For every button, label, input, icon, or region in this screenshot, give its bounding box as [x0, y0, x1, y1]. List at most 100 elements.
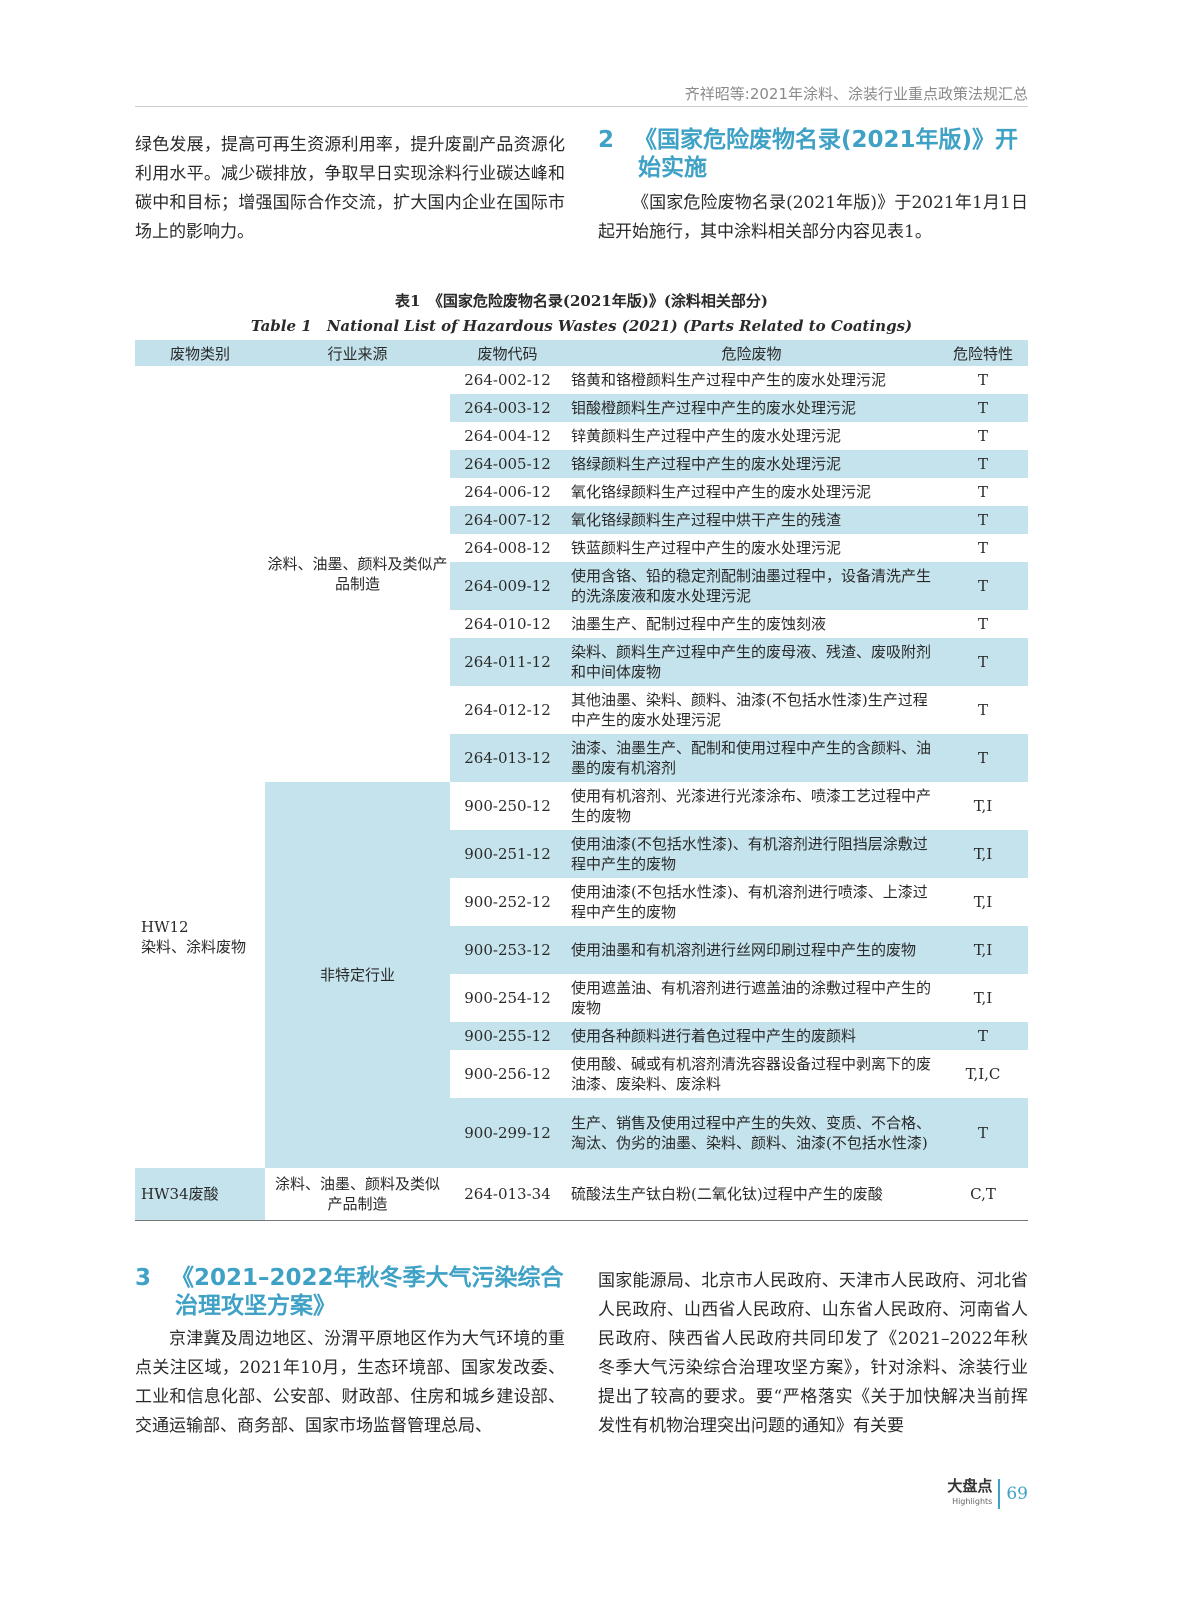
table-caption-en: Table 1 National List of Hazardous Waste… — [250, 317, 913, 335]
waste-description-cell: 其他油墨、染料、颜料、油漆(不包括水性漆)生产过程中产生的废水处理污泥 — [571, 691, 928, 729]
heading-line: 始实施 — [638, 155, 707, 181]
waste-code-cell: 900-252-12 — [464, 893, 551, 911]
column-header: 废物代码 — [450, 340, 565, 366]
table-row: 264-007-12 氧化铬绿颜料生产过程中烘干产生的残渣 T — [135, 506, 1028, 534]
hazard-characteristic-cell: T,I — [938, 926, 1028, 974]
table-caption-cn: 表1 《国家危险废物名录(2021年版)》(涂料相关部分) — [394, 292, 769, 310]
waste-description-cell: 生产、销售及使用过程中产生的失效、变质、不合格、淘汰、伪劣的油墨、染料、颜料、油… — [565, 1098, 938, 1168]
table-row: 264-013-12 油漆、油墨生产、配制和使用过程中产生的含颜料、油墨的废有机溶… — [135, 734, 1028, 782]
table-row: 264-010-12 油墨生产、配制过程中产生的废蚀刻液 T — [135, 610, 1028, 638]
table-row: 900-256-12 使用酸、碱或有机溶剂清洗容器设备过程中剥离下的废油漆、废染料… — [135, 1050, 1028, 1098]
page-footer: 大盘点 Highlights 69 — [947, 1478, 1028, 1510]
section-2-body: 《国家危险废物名录(2021年版)》于2021年1月1日起开始施行，其中涂料相关… — [598, 193, 1028, 242]
waste-description-cell: 氧化铬绿颜料生产过程中产生的废水处理污泥 — [571, 483, 872, 501]
waste-description-cell: 油漆、油墨生产、配制和使用过程中产生的含颜料、油墨的废有机溶剂 — [565, 734, 938, 782]
waste-code-cell: 264-005-12 — [450, 450, 565, 478]
running-title: 齐祥昭等:2021年涂料、涂装行业重点政策法规汇总 — [684, 85, 1028, 103]
table-row: 264-011-12 染料、颜料生产过程中产生的废母液、残渣、废吸附剂和中间体废物… — [135, 638, 1028, 686]
table-row: 900-254-12 使用遮盖油、有机溶剂进行遮盖油的涂敷过程中产生的废物 T,I — [135, 974, 1028, 1022]
hazard-characteristic-cell: T,I — [973, 989, 993, 1007]
table-row: 900-251-12 使用油漆(不包括水性漆)、有机溶剂进行阻挡层涂敷过程中产生的… — [135, 830, 1028, 878]
hazard-characteristic-cell: T,I — [973, 797, 993, 815]
brand-cn: 大盘点 — [947, 1477, 993, 1495]
footer-divider — [998, 1479, 1001, 1509]
table-row: 264-008-12 铁蓝颜料生产过程中产生的废水处理污泥 T — [135, 534, 1028, 562]
waste-code-cell: 264-010-12 — [464, 615, 551, 633]
hazard-characteristic-cell: T — [977, 701, 988, 719]
waste-description-cell: 铁蓝颜料生产过程中产生的废水处理污泥 — [571, 539, 842, 557]
hazard-characteristic-cell: T,I — [938, 830, 1028, 878]
waste-code-cell: 900-253-12 — [450, 926, 565, 974]
section-number: 3 — [135, 1265, 152, 1291]
header-rule — [135, 106, 1028, 107]
brand-en: Highlights — [952, 1497, 993, 1506]
industry-source-cell: 涂料、油墨、颜料及类似产品制造 — [274, 1174, 440, 1213]
hazard-characteristic-cell: T — [938, 394, 1028, 422]
table-row: 900-255-12 使用各种颜料进行着色过程中产生的废颜料 T — [135, 1022, 1028, 1050]
waste-code-cell: 264-006-12 — [464, 483, 551, 501]
waste-code-cell: 264-004-12 — [464, 427, 551, 445]
section-number: 2 — [598, 127, 615, 153]
hazard-characteristic-cell: T — [977, 483, 988, 501]
hazard-characteristic-cell: T — [977, 615, 988, 633]
section-2-heading: 2 《国家危险废物名录(2021年版)》开 始实施 — [598, 126, 1038, 182]
table-row: 900-299-12 生产、销售及使用过程中产生的失效、变质、不合格、淘汰、伪劣的… — [135, 1098, 1028, 1168]
column-header: 危险特性 — [938, 340, 1028, 366]
waste-code-cell: 264-009-12 — [450, 562, 565, 610]
heading-line: 《2021–2022年秋冬季大气污染综合 — [171, 1265, 564, 1291]
waste-code-cell: 900-251-12 — [450, 830, 565, 878]
waste-description-cell: 氧化铬绿颜料生产过程中烘干产生的残渣 — [565, 506, 938, 534]
waste-description-cell: 使用油墨和有机溶剂进行丝网印刷过程中产生的废物 — [565, 926, 938, 974]
hazard-characteristic-cell: T — [938, 506, 1028, 534]
table-row: 900-253-12 使用油墨和有机溶剂进行丝网印刷过程中产生的废物 T,I — [135, 926, 1028, 974]
waste-code-cell: 900-254-12 — [464, 989, 551, 1007]
waste-description-cell: 使用酸、碱或有机溶剂清洗容器设备过程中剥离下的废油漆、废染料、废涂料 — [571, 1055, 932, 1093]
waste-description-cell: 使用有机溶剂、光漆进行光漆涂布、喷漆工艺过程中产生的废物 — [571, 787, 932, 825]
hazard-characteristic-cell: T — [977, 371, 988, 389]
hazardous-waste-table: 废物类别 行业来源 废物代码 危险废物 危险特性 HW12 染料、涂料废物 涂料、油墨、颜… — [135, 340, 1028, 1221]
column-header: 危险废物 — [565, 340, 938, 366]
table-row: 264-003-12 钼酸橙颜料生产过程中产生的废水处理污泥 T — [135, 394, 1028, 422]
table-row: 264-009-12 使用含铬、铅的稳定剂配制油墨过程中，设备清洗产生的洗涤废液和… — [135, 562, 1028, 610]
left-top-paragraph: 绿色发展，提高可再生资源利用率，提升废副产品资源化利用水平。减少碳排放，争取早日… — [135, 135, 565, 242]
hazard-characteristic-cell: T — [938, 450, 1028, 478]
section-3-body-right: 国家能源局、北京市人民政府、天津市人民政府、河北省人民政府、山西省人民政府、山东… — [598, 1271, 1028, 1436]
waste-description-cell: 锌黄颜料生产过程中产生的废水处理污泥 — [571, 427, 842, 445]
heading-line: 治理攻坚方案》 — [175, 1293, 336, 1319]
waste-code-cell: 264-003-12 — [450, 394, 565, 422]
waste-code-cell: 264-007-12 — [450, 506, 565, 534]
industry-source-cell: 涂料、油墨、颜料及类似产品制造 — [267, 555, 448, 593]
waste-category-cell: HW12 染料、涂料废物 — [141, 918, 247, 956]
waste-description-cell: 使用含铬、铅的稳定剂配制油墨过程中，设备清洗产生的洗涤废液和废水处理污泥 — [565, 562, 938, 610]
hazard-characteristic-cell: T — [977, 539, 988, 557]
waste-code-cell: 264-012-12 — [464, 701, 551, 719]
waste-description-cell: 染料、颜料生产过程中产生的废母液、残渣、废吸附剂和中间体废物 — [565, 638, 938, 686]
waste-description-cell: 硫酸法生产钛白粉(二氧化钛)过程中产生的废酸 — [571, 1184, 883, 1203]
hazard-characteristic-cell: T,I — [973, 893, 993, 911]
table-row: 264-004-12 锌黄颜料生产过程中产生的废水处理污泥 T — [135, 422, 1028, 450]
hazard-characteristic-cell: T — [938, 1098, 1028, 1168]
waste-code-cell: 900-256-12 — [464, 1065, 551, 1083]
table-row: 264-012-12 其他油墨、染料、颜料、油漆(不包括水性漆)生产过程中产生的废… — [135, 686, 1028, 734]
heading-line: 《国家危险废物名录(2021年版)》开 — [634, 127, 1019, 153]
waste-description-cell: 使用遮盖油、有机溶剂进行遮盖油的涂敷过程中产生的废物 — [571, 979, 932, 1017]
waste-description-cell: 油墨生产、配制过程中产生的废蚀刻液 — [571, 615, 827, 633]
waste-code-cell: 264-013-34 — [464, 1184, 551, 1203]
hazard-characteristic-cell: T — [938, 638, 1028, 686]
waste-code-cell: 264-008-12 — [464, 539, 551, 557]
waste-code-cell: 264-002-12 — [464, 371, 551, 389]
table-row: 264-005-12 铬绿颜料生产过程中产生的废水处理污泥 T — [135, 450, 1028, 478]
column-header: 行业来源 — [265, 340, 450, 366]
hazard-characteristic-cell: T — [977, 427, 988, 445]
hazard-characteristic-cell: T — [938, 734, 1028, 782]
waste-description-cell: 铬绿颜料生产过程中产生的废水处理污泥 — [565, 450, 938, 478]
waste-code-cell: 264-013-12 — [450, 734, 565, 782]
hazard-characteristic-cell: T — [938, 562, 1028, 610]
hazard-characteristic-cell: C,T — [970, 1184, 996, 1203]
waste-code-cell: 264-011-12 — [450, 638, 565, 686]
section-3-body-left: 京津冀及周边地区、汾渭平原地区作为大气环境的重点关注区域，2021年10月，生态… — [135, 1329, 565, 1436]
section-3-heading: 3 《2021–2022年秋冬季大气污染综合 治理攻坚方案》 — [135, 1264, 575, 1320]
table-row: 900-252-12 使用油漆(不包括水性漆)、有机溶剂进行喷漆、上漆过程中产生的… — [135, 878, 1028, 926]
waste-code-cell: 900-299-12 — [450, 1098, 565, 1168]
